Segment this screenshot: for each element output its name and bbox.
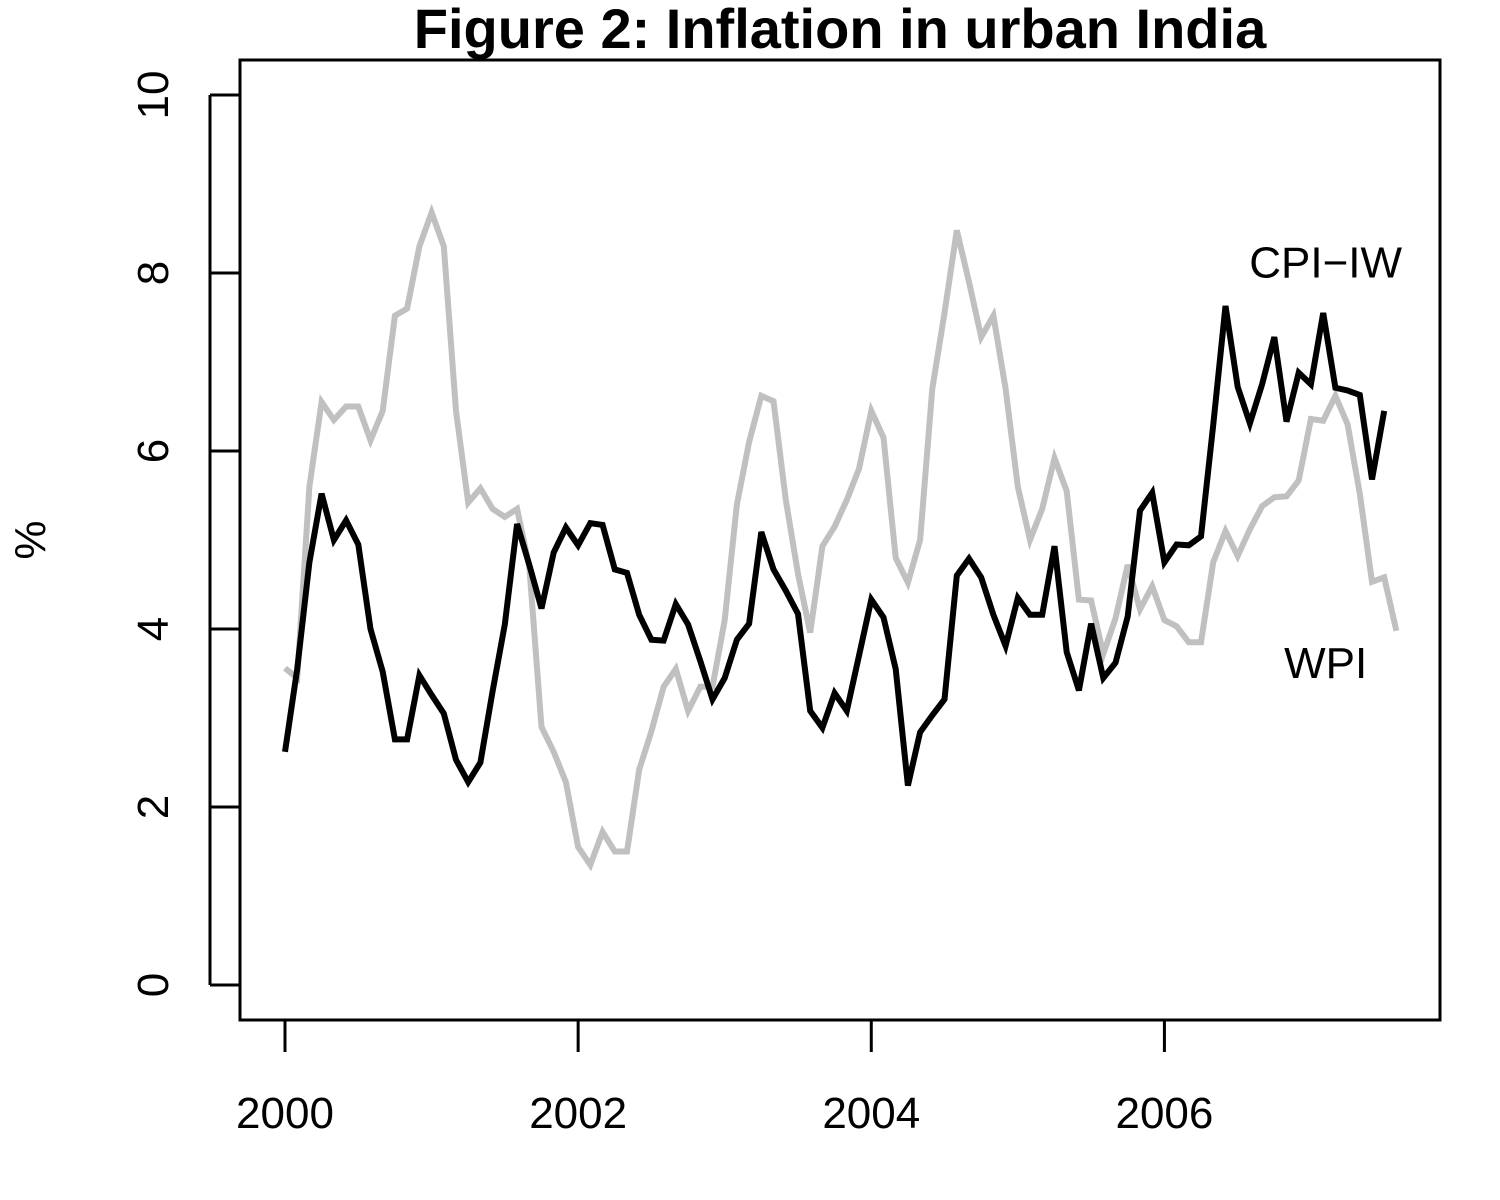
series-label-wpi: WPI bbox=[1284, 639, 1367, 688]
x-tick-label: 2004 bbox=[822, 1089, 920, 1138]
annotation-layer: CPI−IW WPI bbox=[1249, 238, 1402, 688]
y-axis: 0 2 4 6 8 10 bbox=[129, 71, 240, 997]
series-line-wpi bbox=[283, 203, 1400, 872]
series-layer bbox=[282, 203, 1400, 872]
x-tick-label: 2006 bbox=[1115, 1089, 1213, 1138]
y-tick-label: 8 bbox=[129, 261, 178, 285]
y-tick-label: 4 bbox=[129, 617, 178, 641]
y-tick-label: 6 bbox=[129, 439, 178, 463]
chart-title: Figure 2: Inflation in urban India bbox=[414, 0, 1267, 60]
series-line-cpi-iw bbox=[282, 305, 1388, 789]
x-axis: 2000 2002 2004 2006 bbox=[236, 1018, 1213, 1138]
y-axis-label: % bbox=[6, 520, 55, 559]
x-tick-label: 2002 bbox=[529, 1089, 627, 1138]
plot-frame bbox=[238, 58, 1442, 1022]
y-tick-label: 10 bbox=[129, 71, 178, 120]
series-label-cpi-iw: CPI−IW bbox=[1249, 238, 1402, 287]
x-tick-label: 2000 bbox=[236, 1089, 334, 1138]
y-tick-label: 2 bbox=[129, 795, 178, 819]
y-tick-label: 0 bbox=[129, 973, 178, 997]
